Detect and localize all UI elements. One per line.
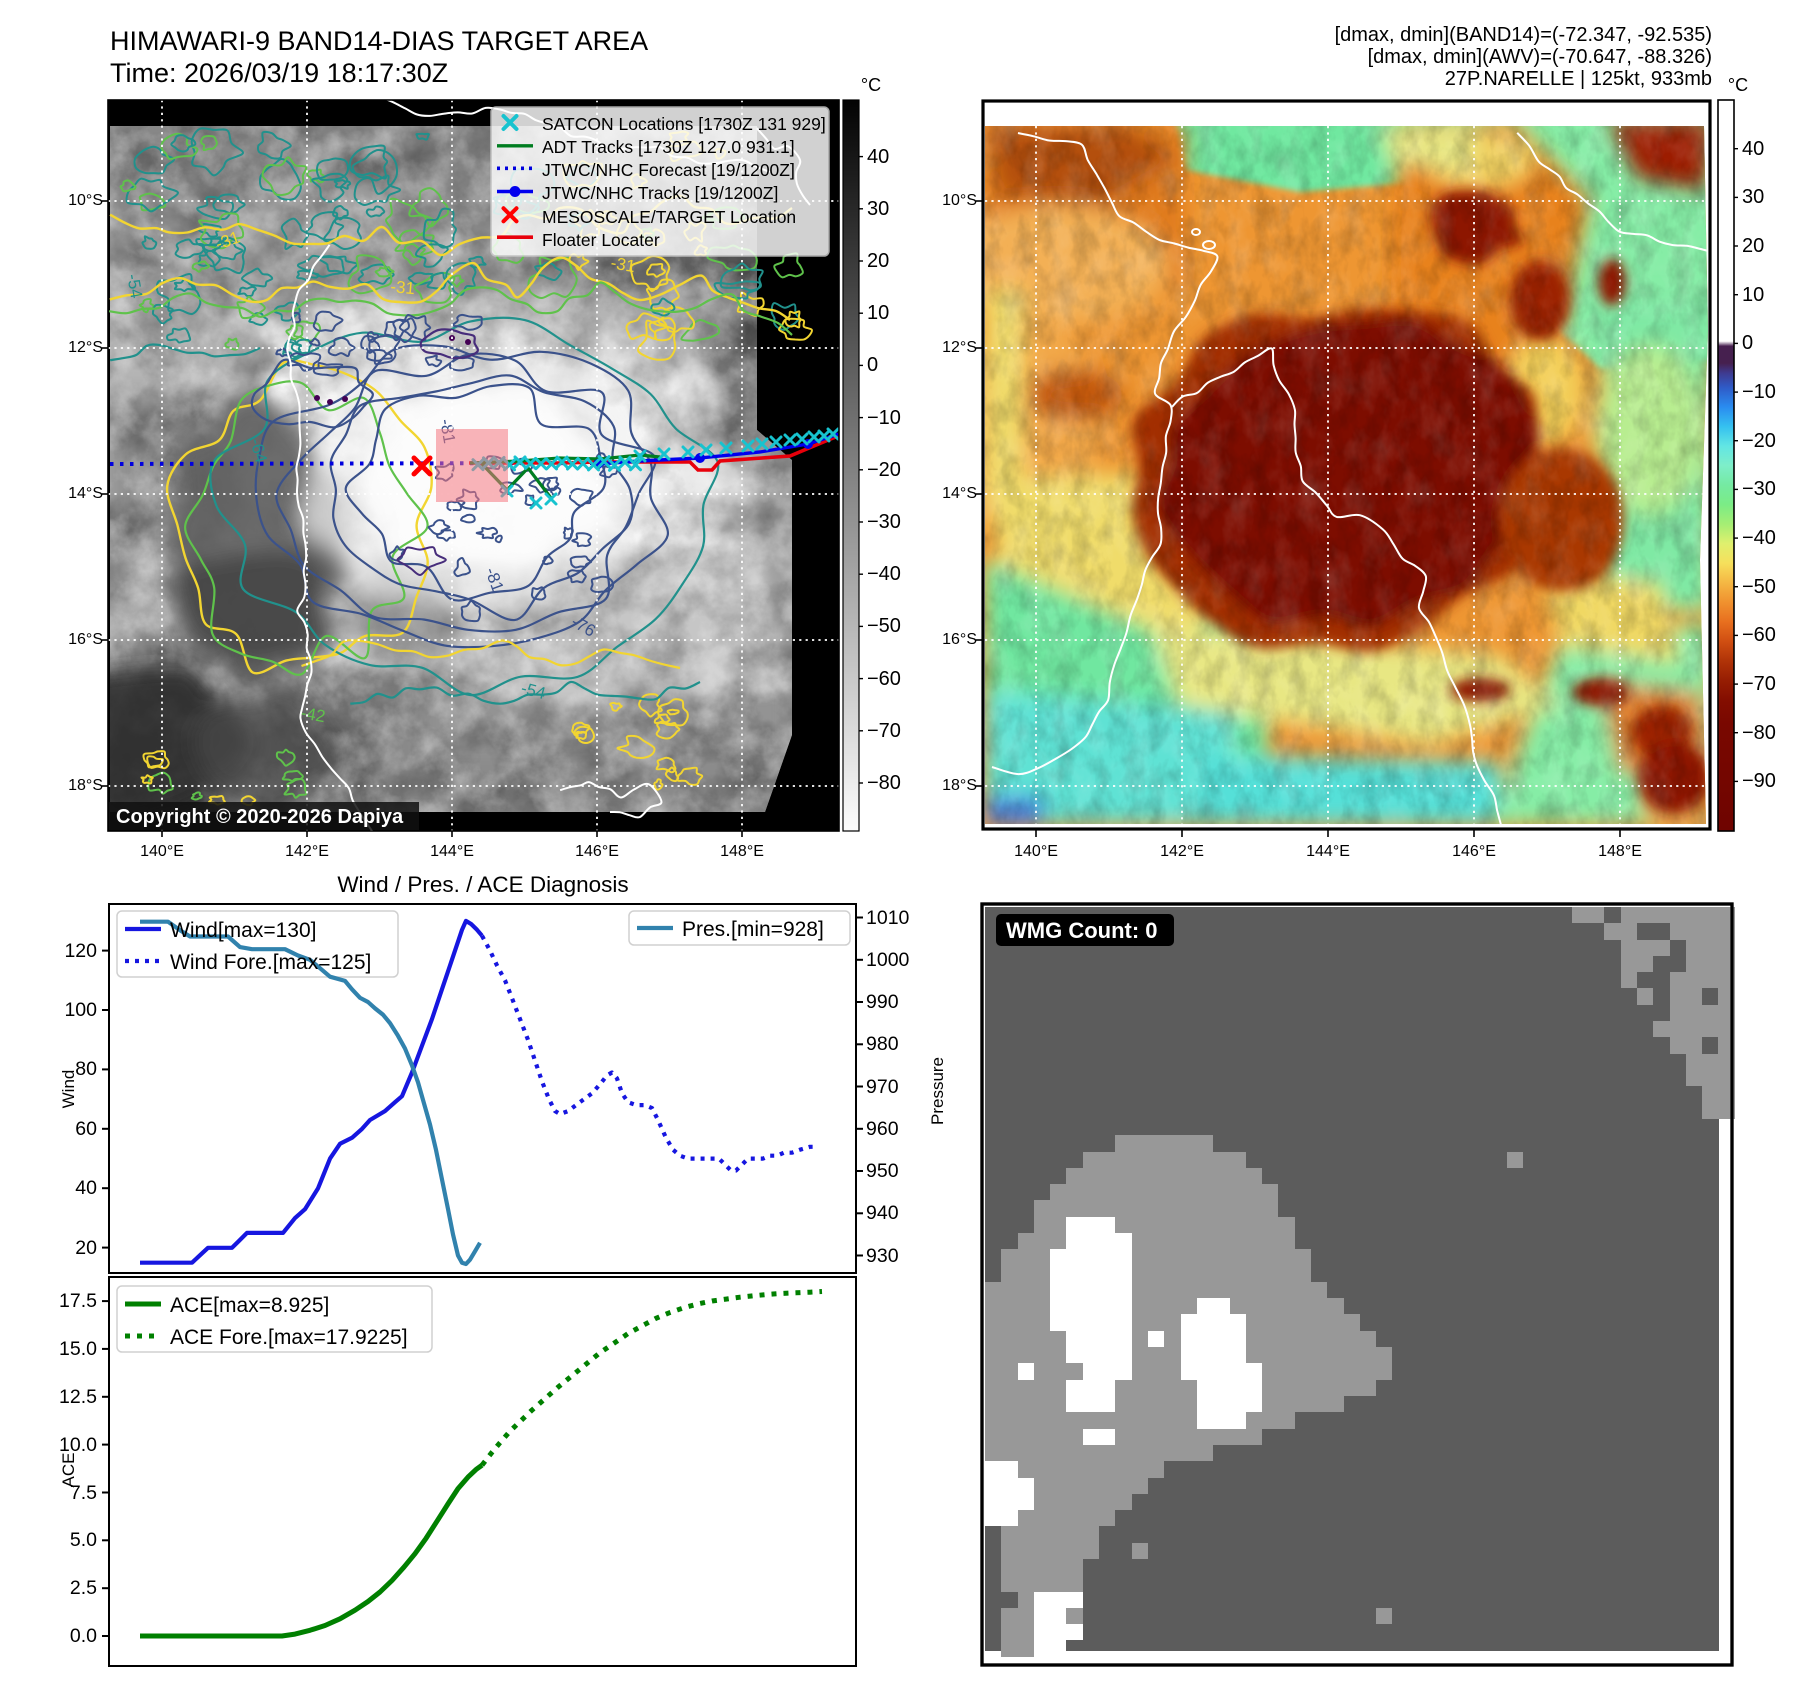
svg-text:-54: -54	[123, 272, 146, 300]
svg-text:-31: -31	[609, 253, 637, 276]
svg-text:-31: -31	[390, 277, 416, 298]
